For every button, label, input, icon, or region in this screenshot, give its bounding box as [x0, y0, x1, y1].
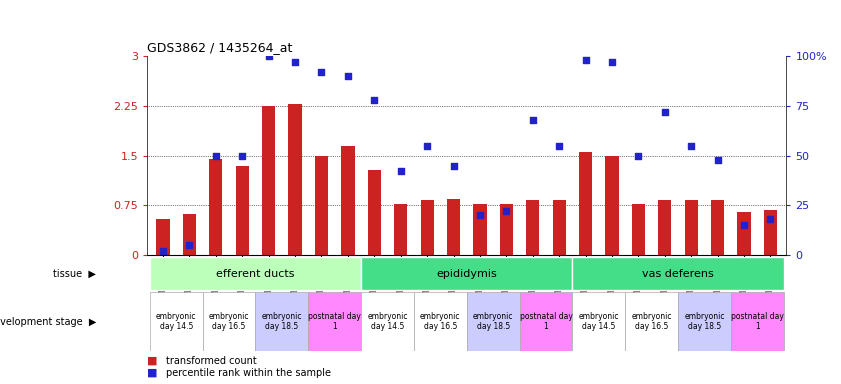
- Bar: [553, 200, 566, 255]
- Point: [500, 209, 513, 215]
- Bar: [764, 210, 777, 255]
- Text: transformed count: transformed count: [167, 356, 257, 366]
- Bar: [150, 257, 361, 290]
- Point: [473, 212, 487, 218]
- Bar: [182, 214, 196, 255]
- Bar: [526, 200, 539, 255]
- Point: [341, 73, 355, 79]
- Text: efferent ducts: efferent ducts: [216, 268, 294, 279]
- Bar: [368, 170, 381, 255]
- Point: [156, 248, 170, 255]
- Point: [182, 242, 196, 248]
- Text: embryonic
day 14.5: embryonic day 14.5: [579, 312, 619, 331]
- Point: [420, 142, 434, 149]
- Point: [553, 142, 566, 149]
- Bar: [256, 292, 309, 351]
- Bar: [678, 292, 731, 351]
- Bar: [731, 292, 784, 351]
- Text: vas deferens: vas deferens: [643, 268, 714, 279]
- Bar: [473, 204, 487, 255]
- Bar: [235, 166, 249, 255]
- Bar: [606, 156, 619, 255]
- Bar: [203, 292, 256, 351]
- Text: tissue  ▶: tissue ▶: [53, 268, 96, 279]
- Point: [288, 59, 302, 65]
- Bar: [447, 199, 460, 255]
- Bar: [156, 219, 170, 255]
- Text: development stage  ▶: development stage ▶: [0, 316, 96, 327]
- Bar: [685, 200, 698, 255]
- Bar: [209, 159, 223, 255]
- Bar: [573, 257, 784, 290]
- Bar: [467, 292, 520, 351]
- Point: [764, 216, 777, 222]
- Bar: [361, 257, 573, 290]
- Bar: [711, 200, 724, 255]
- Text: epididymis: epididymis: [436, 268, 497, 279]
- Point: [711, 156, 724, 162]
- Point: [632, 152, 645, 159]
- Text: GDS3862 / 1435264_at: GDS3862 / 1435264_at: [147, 41, 293, 55]
- Bar: [420, 200, 434, 255]
- Point: [315, 69, 328, 75]
- Bar: [625, 292, 678, 351]
- Bar: [341, 146, 355, 255]
- Bar: [659, 200, 671, 255]
- Text: embryonic
day 16.5: embryonic day 16.5: [632, 312, 672, 331]
- Text: embryonic
day 18.5: embryonic day 18.5: [685, 312, 725, 331]
- Text: embryonic
day 16.5: embryonic day 16.5: [209, 312, 249, 331]
- Bar: [414, 292, 467, 351]
- Bar: [500, 204, 513, 255]
- Point: [209, 152, 223, 159]
- Text: postnatal day
1: postnatal day 1: [731, 312, 784, 331]
- Point: [526, 116, 540, 122]
- Text: embryonic
day 16.5: embryonic day 16.5: [420, 312, 461, 331]
- Text: embryonic
day 18.5: embryonic day 18.5: [473, 312, 513, 331]
- Text: embryonic
day 14.5: embryonic day 14.5: [156, 312, 197, 331]
- Bar: [262, 106, 275, 255]
- Text: postnatal day
1: postnatal day 1: [520, 312, 573, 331]
- Point: [235, 152, 249, 159]
- Bar: [579, 152, 592, 255]
- Text: ■: ■: [147, 356, 157, 366]
- Text: percentile rank within the sample: percentile rank within the sample: [167, 367, 331, 377]
- Bar: [738, 212, 751, 255]
- Text: embryonic
day 14.5: embryonic day 14.5: [368, 312, 408, 331]
- Point: [394, 169, 407, 175]
- Text: ■: ■: [147, 367, 157, 377]
- Bar: [309, 292, 361, 351]
- Text: embryonic
day 18.5: embryonic day 18.5: [262, 312, 302, 331]
- Point: [447, 162, 460, 169]
- Bar: [288, 104, 302, 255]
- Bar: [361, 292, 414, 351]
- Point: [606, 59, 619, 65]
- Bar: [315, 156, 328, 255]
- Point: [579, 56, 592, 63]
- Point: [685, 142, 698, 149]
- Bar: [394, 204, 407, 255]
- Bar: [632, 204, 645, 255]
- Bar: [520, 292, 573, 351]
- Bar: [150, 292, 203, 351]
- Point: [368, 96, 381, 103]
- Point: [738, 222, 751, 228]
- Bar: [573, 292, 625, 351]
- Point: [262, 53, 275, 59]
- Point: [659, 109, 672, 115]
- Text: postnatal day
1: postnatal day 1: [309, 312, 361, 331]
